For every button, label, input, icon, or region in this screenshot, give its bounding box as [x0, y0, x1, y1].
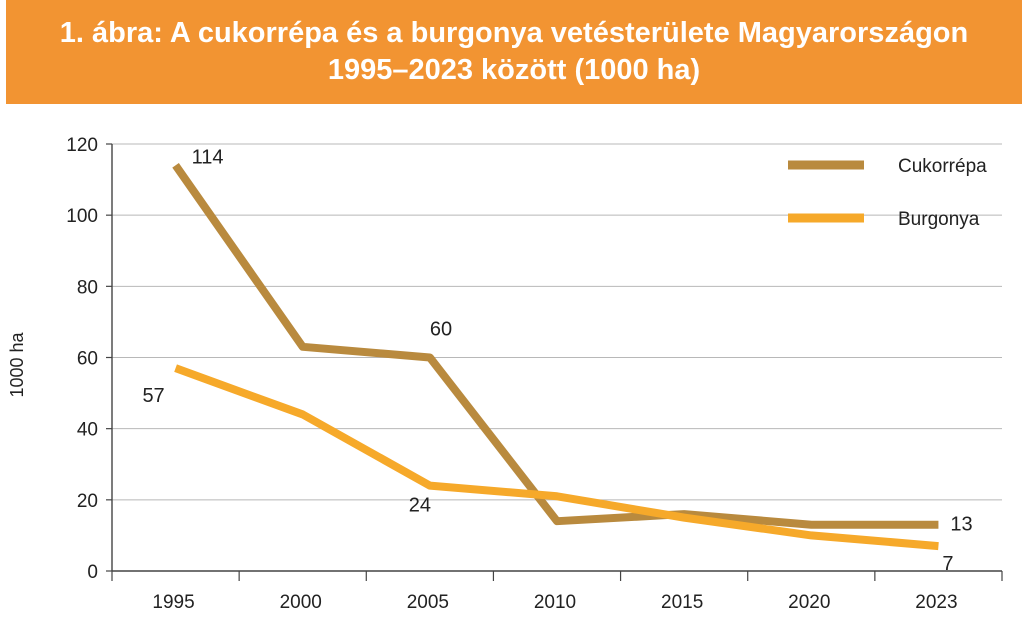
x-tick-label: 2010	[534, 592, 576, 613]
y-tick-label: 80	[77, 277, 98, 298]
y-axis-title: 1000 ha	[7, 331, 27, 397]
y-tick-label: 0	[87, 562, 98, 583]
title-banner: 1. ábra: A cukorrépa és a burgonya vetés…	[6, 0, 1022, 104]
data-label: 24	[409, 495, 431, 517]
legend: Cukorrépa Burgonya	[788, 156, 987, 230]
series-line-burgonya	[174, 364, 939, 551]
x-tick-label: 2015	[661, 592, 703, 613]
data-label: 114	[192, 146, 224, 168]
x-tick-label: 2020	[788, 592, 830, 613]
series-lines	[172, 163, 939, 551]
axes: 0 20 40 60 80 100 120 1995 2000 2005 2010 2015 2020 2…	[7, 135, 1003, 613]
x-tick-label: 2005	[407, 592, 449, 613]
data-label: 60	[430, 319, 452, 341]
y-tick-label: 100	[66, 206, 98, 227]
legend-label: Burgonya	[898, 209, 980, 230]
chart-title-line-2: 1995–2023 között (1000 ha)	[327, 54, 701, 86]
legend-label: Cukorrépa	[898, 156, 987, 177]
data-label: 7	[942, 553, 953, 575]
series-line-cukorrepa	[172, 163, 939, 529]
chart-title-line-1: 1. ábra: A cukorrépa és a burgonya vetés…	[59, 17, 969, 49]
y-tick-label: 120	[66, 135, 98, 156]
gridlines	[112, 143, 1002, 501]
y-tick-label: 40	[77, 420, 98, 441]
x-tick-label: 2000	[280, 592, 322, 613]
data-label: 57	[142, 385, 164, 407]
y-tick-label: 20	[77, 491, 98, 512]
data-label: 13	[950, 514, 972, 536]
x-tick-label: 1995	[152, 592, 194, 613]
x-tick-label: 2023	[915, 592, 957, 613]
data-labels: 114 60 13 57 24 7	[142, 146, 972, 575]
y-tick-label: 60	[77, 349, 98, 370]
